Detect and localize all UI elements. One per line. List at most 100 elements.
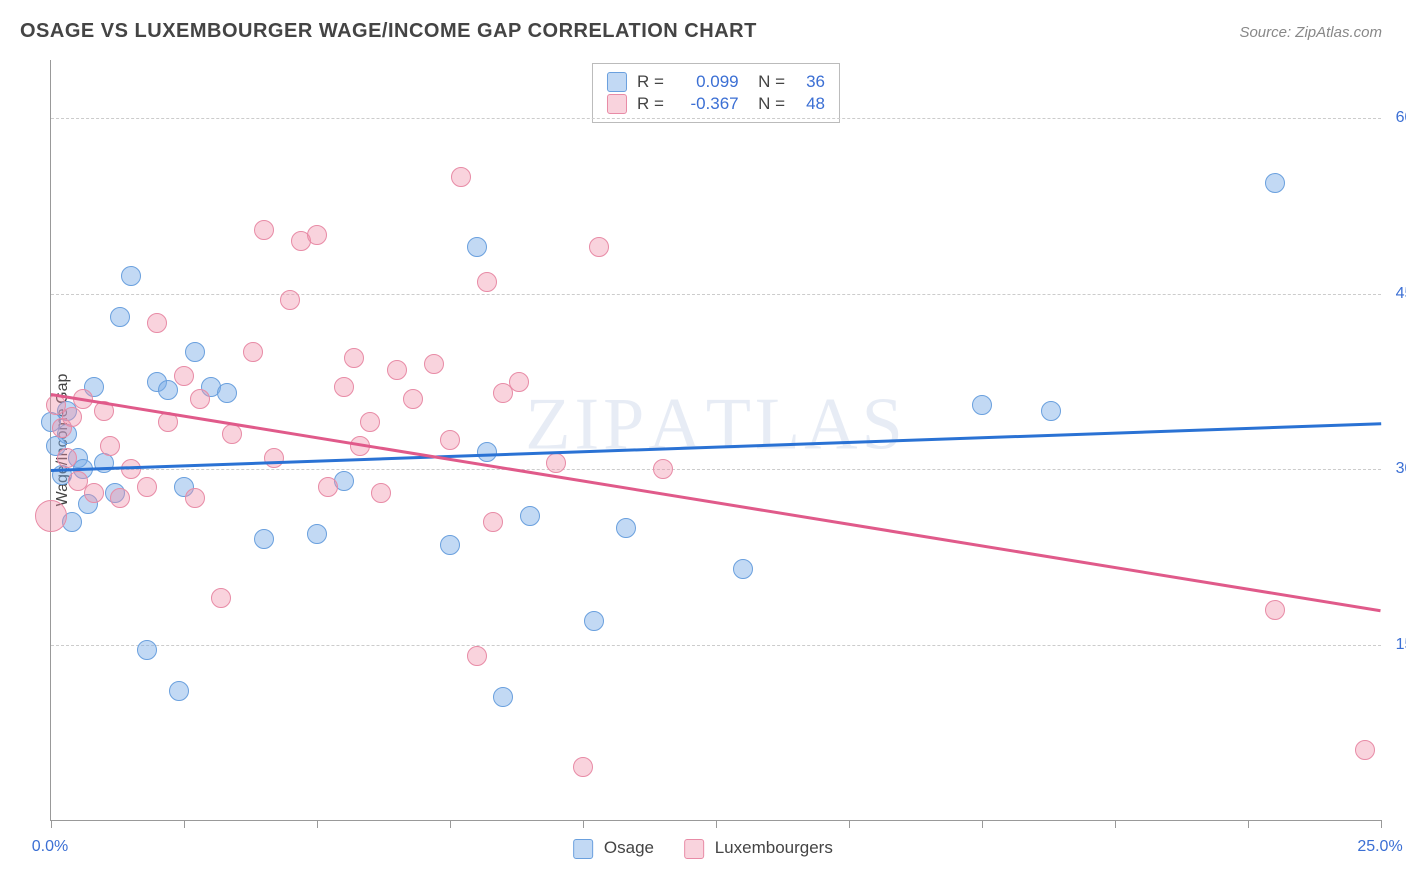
x-tick xyxy=(450,820,451,828)
r-value-luxembourgers: -0.367 xyxy=(679,94,739,114)
scatter-point xyxy=(360,412,380,432)
scatter-point xyxy=(35,500,67,532)
scatter-point xyxy=(100,436,120,456)
scatter-point xyxy=(509,372,529,392)
y-tick-label: 30.0% xyxy=(1386,460,1406,478)
scatter-point xyxy=(477,442,497,462)
scatter-point xyxy=(307,524,327,544)
x-tick-label: 0.0% xyxy=(32,838,68,856)
scatter-point xyxy=(217,383,237,403)
r-value-osage: 0.099 xyxy=(679,72,739,92)
scatter-point xyxy=(254,220,274,240)
scatter-point xyxy=(733,559,753,579)
scatter-point xyxy=(190,389,210,409)
scatter-point xyxy=(344,348,364,368)
watermark: ZIPATLAS xyxy=(525,382,906,467)
x-tick xyxy=(716,820,717,828)
x-tick xyxy=(1115,820,1116,828)
scatter-point xyxy=(371,483,391,503)
scatter-point xyxy=(653,459,673,479)
scatter-point xyxy=(147,313,167,333)
plot-area: ZIPATLAS Wage/Income Gap R = 0.099 N =36… xyxy=(50,60,1381,821)
scatter-point xyxy=(616,518,636,538)
scatter-point xyxy=(1265,600,1285,620)
legend-swatch-luxembourgers xyxy=(607,94,627,114)
scatter-point xyxy=(110,307,130,327)
correlation-legend: R = 0.099 N =36 R = -0.367 N =48 xyxy=(592,63,840,123)
n-value-luxembourgers: 48 xyxy=(795,94,825,114)
scatter-point xyxy=(584,611,604,631)
x-tick xyxy=(849,820,850,828)
scatter-point xyxy=(1041,401,1061,421)
scatter-point xyxy=(334,377,354,397)
scatter-point xyxy=(121,266,141,286)
scatter-point xyxy=(440,430,460,450)
legend-row-luxembourgers: R = -0.367 N =48 xyxy=(607,94,825,114)
legend-label-osage: Osage xyxy=(604,838,654,857)
chart-title: OSAGE VS LUXEMBOURGER WAGE/INCOME GAP CO… xyxy=(20,20,757,43)
gridline xyxy=(51,645,1381,646)
y-tick-label: 60.0% xyxy=(1386,109,1406,127)
series-legend: Osage Luxembourgers xyxy=(573,838,833,859)
scatter-point xyxy=(440,535,460,555)
scatter-point xyxy=(546,453,566,473)
legend-item-osage: Osage xyxy=(573,838,654,859)
y-tick-label: 15.0% xyxy=(1386,636,1406,654)
scatter-point xyxy=(222,424,242,444)
x-tick xyxy=(317,820,318,828)
scatter-point xyxy=(137,477,157,497)
scatter-point xyxy=(387,360,407,380)
scatter-point xyxy=(403,389,423,409)
x-tick xyxy=(1248,820,1249,828)
scatter-point xyxy=(493,687,513,707)
scatter-point xyxy=(280,290,300,310)
scatter-point xyxy=(972,395,992,415)
legend-swatch-osage xyxy=(607,72,627,92)
scatter-point xyxy=(318,477,338,497)
scatter-point xyxy=(264,448,284,468)
scatter-point xyxy=(243,342,263,362)
gridline xyxy=(51,118,1381,119)
legend-item-luxembourgers: Luxembourgers xyxy=(684,838,833,859)
scatter-point xyxy=(121,459,141,479)
scatter-point xyxy=(84,483,104,503)
scatter-point xyxy=(589,237,609,257)
scatter-point xyxy=(1265,173,1285,193)
scatter-point xyxy=(307,225,327,245)
scatter-point xyxy=(94,453,114,473)
scatter-point xyxy=(451,167,471,187)
legend-row-osage: R = 0.099 N =36 xyxy=(607,72,825,92)
scatter-point xyxy=(467,237,487,257)
legend-label-luxembourgers: Luxembourgers xyxy=(715,838,833,857)
scatter-point xyxy=(1355,740,1375,760)
n-value-osage: 36 xyxy=(795,72,825,92)
x-tick xyxy=(583,820,584,828)
trend-line xyxy=(51,393,1381,612)
scatter-point xyxy=(185,488,205,508)
scatter-point xyxy=(62,407,82,427)
scatter-point xyxy=(185,342,205,362)
scatter-point xyxy=(137,640,157,660)
scatter-point xyxy=(169,681,189,701)
scatter-point xyxy=(520,506,540,526)
legend-swatch-osage-bottom xyxy=(573,839,593,859)
trend-line xyxy=(51,422,1381,471)
source-attribution: Source: ZipAtlas.com xyxy=(1239,24,1382,41)
x-tick-label: 25.0% xyxy=(1357,838,1402,856)
scatter-point xyxy=(57,448,77,468)
y-tick-label: 45.0% xyxy=(1386,285,1406,303)
scatter-point xyxy=(467,646,487,666)
x-tick xyxy=(982,820,983,828)
scatter-point xyxy=(158,380,178,400)
x-tick xyxy=(184,820,185,828)
x-tick xyxy=(1381,820,1382,828)
scatter-point xyxy=(254,529,274,549)
scatter-point xyxy=(424,354,444,374)
scatter-point xyxy=(110,488,130,508)
scatter-point xyxy=(483,512,503,532)
scatter-point xyxy=(573,757,593,777)
legend-swatch-luxembourgers-bottom xyxy=(684,839,704,859)
gridline xyxy=(51,469,1381,470)
gridline xyxy=(51,294,1381,295)
scatter-point xyxy=(211,588,231,608)
